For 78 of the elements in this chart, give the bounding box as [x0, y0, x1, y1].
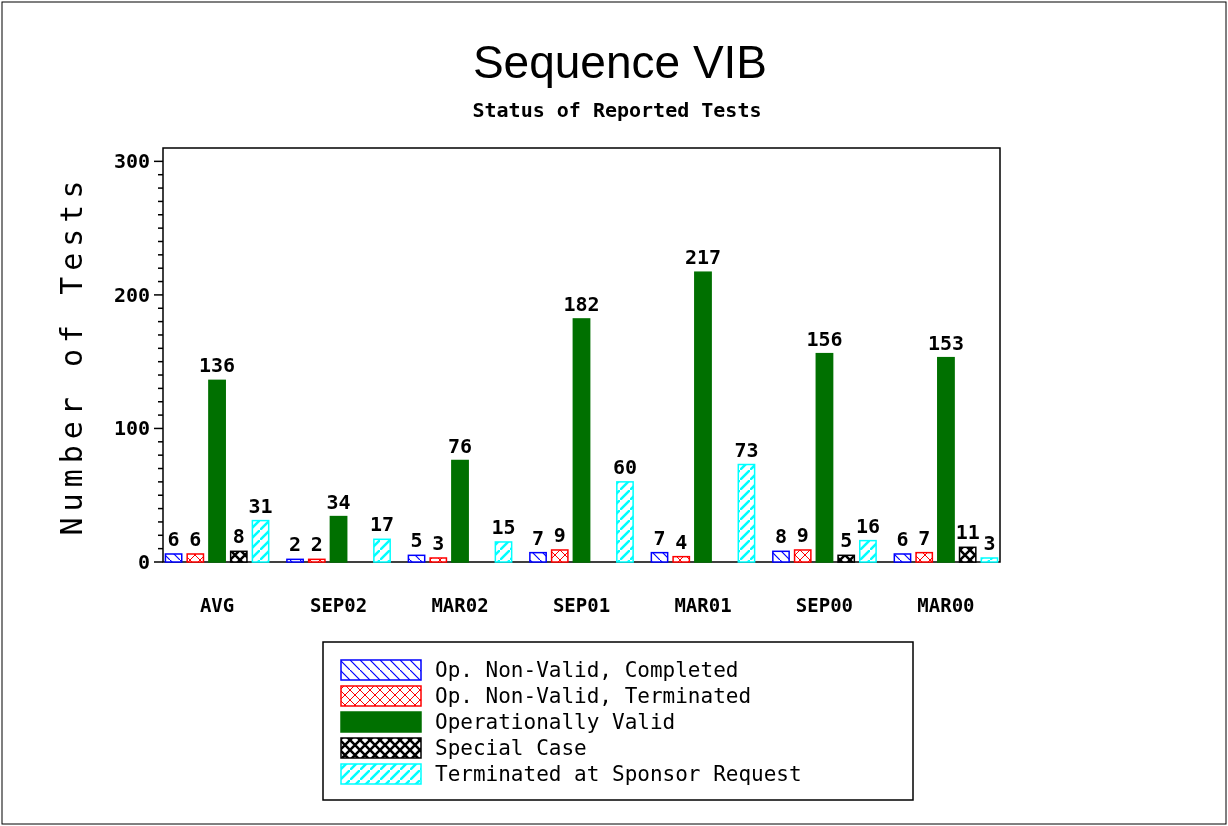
data-label: 16 [855, 513, 880, 538]
bar [429, 557, 448, 563]
bar [650, 551, 669, 563]
bar [893, 553, 912, 563]
data-label: 5 [410, 528, 423, 553]
data-label: 136 [199, 353, 236, 378]
bar [937, 356, 955, 563]
bar [572, 318, 591, 563]
bar [208, 379, 226, 563]
bar [251, 519, 270, 563]
data-label: 31 [248, 493, 273, 518]
data-label: 9 [796, 522, 809, 547]
bar [672, 555, 691, 563]
data-label: 3 [983, 530, 996, 555]
bar [451, 459, 469, 563]
bar [793, 549, 812, 563]
legend-label: Operationally Valid [435, 710, 676, 734]
data-label: 7 [532, 525, 545, 550]
bar [815, 352, 834, 563]
chart-title: Sequence VIB [472, 36, 768, 88]
y-tick-label: 200 [113, 282, 150, 307]
bar [550, 549, 569, 563]
x-tick-label: SEP02 [309, 594, 368, 616]
data-label: 9 [553, 522, 566, 547]
bar [373, 538, 391, 563]
x-tick-label: AVG [199, 594, 235, 616]
x-tick-label: SEP01 [552, 594, 611, 616]
bar [186, 553, 205, 563]
data-label: 2 [289, 532, 302, 557]
data-label: 4 [675, 529, 688, 554]
bar [915, 551, 934, 563]
bar [407, 554, 426, 563]
data-label: 182 [563, 291, 600, 316]
data-label: 60 [612, 454, 638, 479]
data-label: 6 [896, 526, 909, 551]
bar [772, 550, 790, 563]
x-tick-label: MAR02 [431, 594, 489, 616]
data-label: 8 [774, 524, 788, 549]
legend-label: Special Case [435, 736, 587, 760]
data-label: 6 [167, 526, 180, 551]
data-label: 15 [491, 514, 516, 539]
legend-label: Op. Non-Valid, Completed [435, 658, 739, 682]
data-label: 153 [927, 330, 964, 355]
data-label: 73 [734, 437, 759, 462]
y-tick-label: 0 [137, 550, 150, 574]
bar [164, 553, 183, 563]
legend-label: Op. Non-Valid, Terminated [435, 684, 752, 708]
data-label: 17 [369, 512, 395, 537]
bar [694, 271, 712, 563]
data-label: 2 [310, 532, 323, 557]
data-label: 8 [232, 524, 245, 549]
data-label: 34 [326, 489, 351, 514]
data-label: 76 [447, 433, 473, 458]
data-label: 11 [955, 520, 980, 545]
y-axis-title: Number of Tests [54, 174, 89, 536]
data-label: 3 [432, 530, 445, 555]
bar [616, 481, 634, 563]
data-label: 5 [840, 528, 853, 553]
x-tick-label: SEP00 [795, 594, 854, 616]
bar [859, 539, 877, 563]
bar [286, 558, 304, 563]
data-label: 217 [684, 245, 722, 270]
bar [529, 551, 547, 563]
x-tick-label: MAR00 [917, 594, 975, 616]
bar [329, 515, 348, 563]
bar [307, 558, 326, 563]
y-tick-label: 300 [113, 149, 150, 174]
bar [980, 557, 999, 563]
bar [737, 463, 756, 563]
y-tick-label: 100 [113, 416, 150, 441]
data-label: 7 [918, 525, 931, 550]
data-label: 6 [189, 526, 202, 551]
data-label: 156 [806, 326, 843, 351]
data-label: 7 [653, 525, 666, 550]
bar [494, 541, 513, 563]
x-tick-label: MAR01 [674, 594, 732, 616]
legend-label: Terminated at Sponsor Request [435, 762, 802, 786]
chart-subtitle: Status of Reported Tests [472, 98, 762, 122]
